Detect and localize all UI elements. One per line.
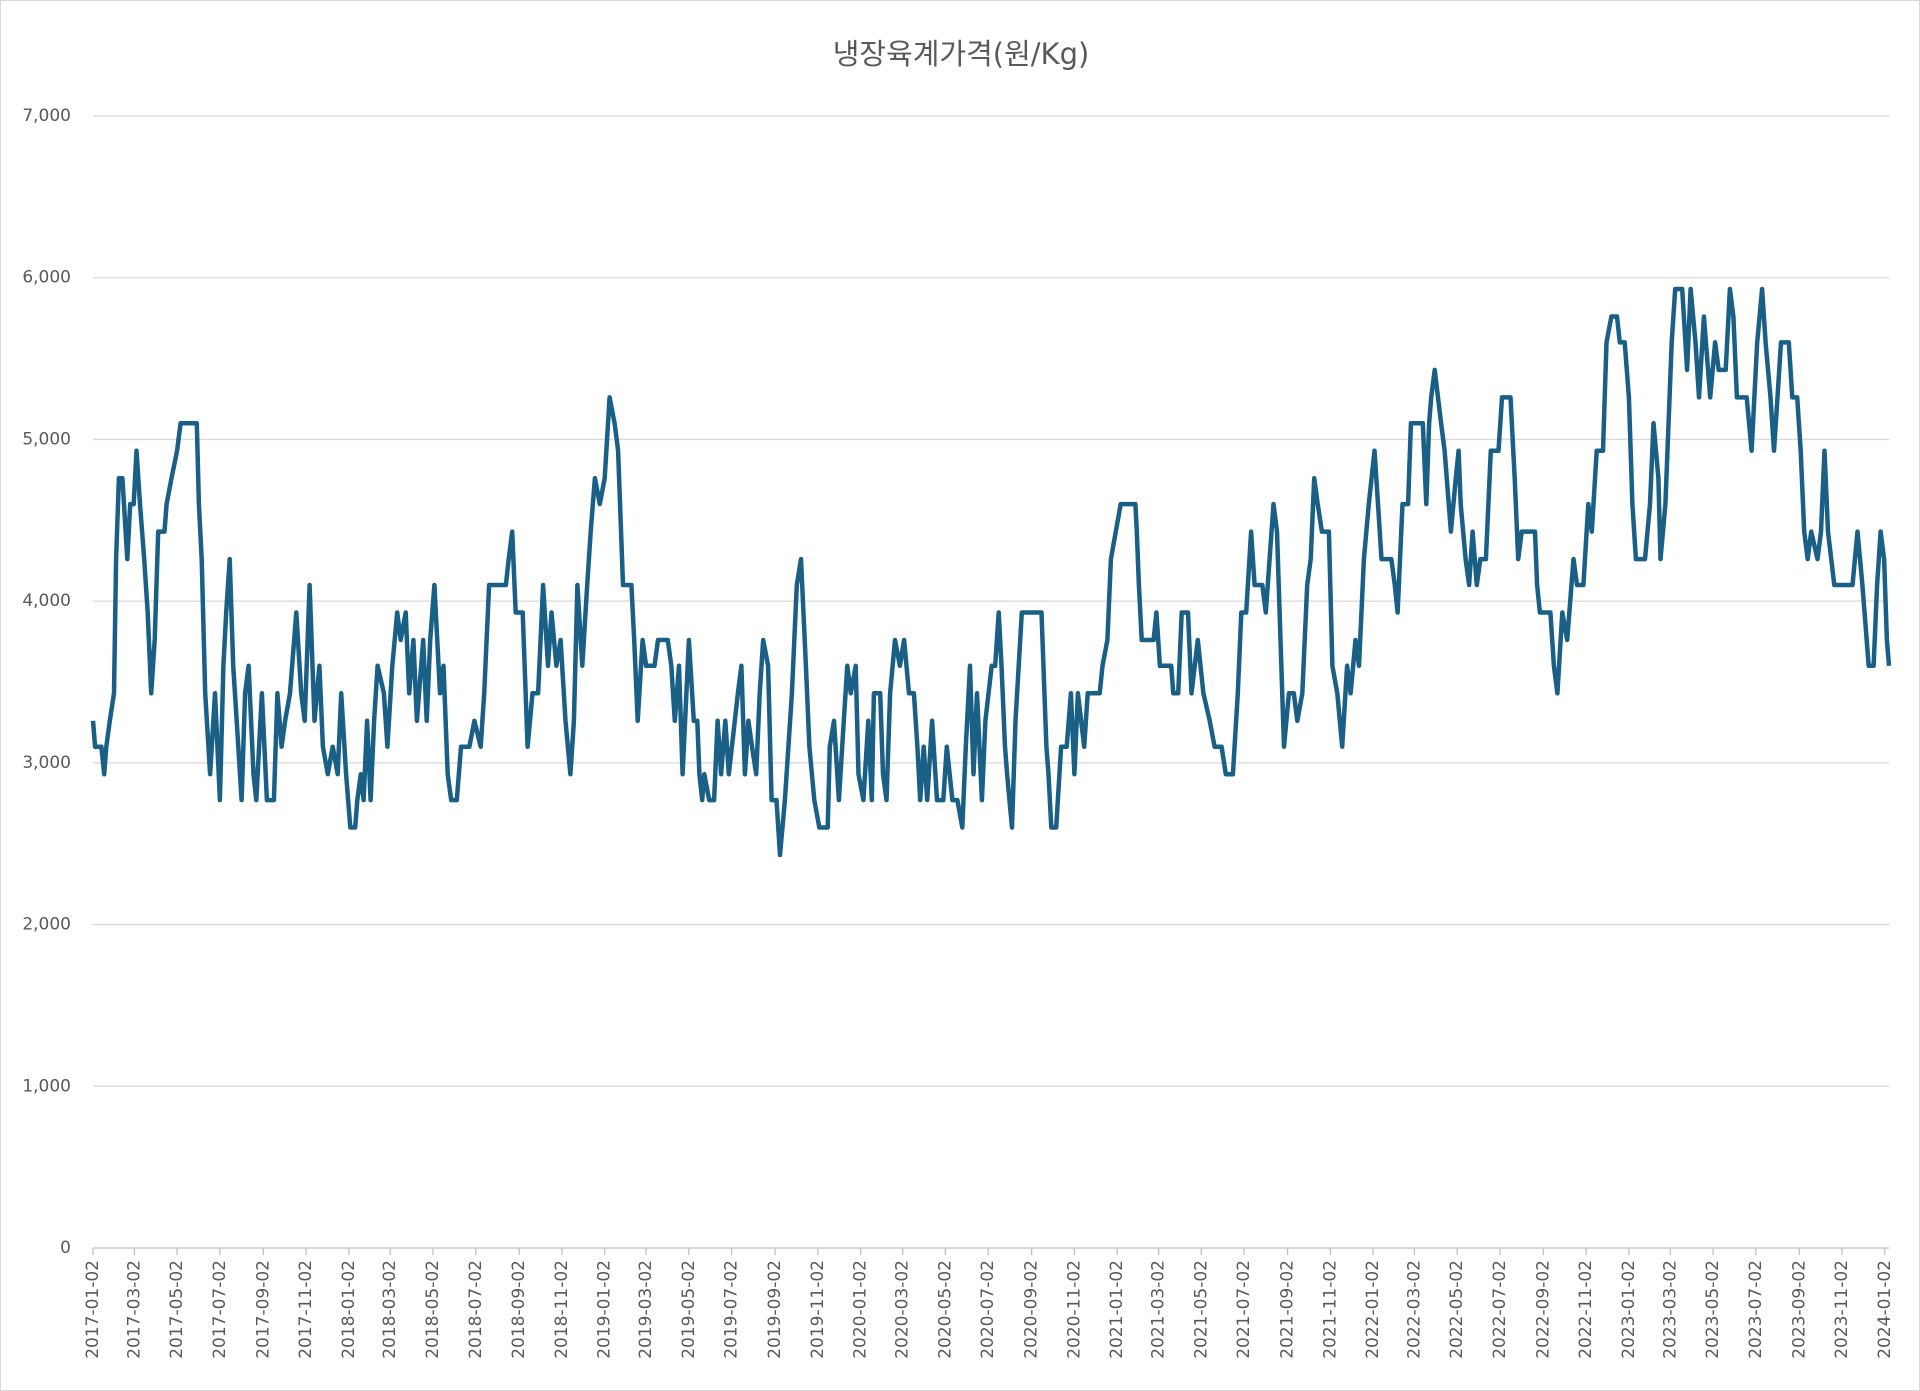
x-tick-label: 2022-11-02 bbox=[1576, 1260, 1596, 1359]
x-tick-label: 2020-03-02 bbox=[893, 1260, 913, 1359]
x-tick-label: 2020-09-02 bbox=[1022, 1260, 1042, 1359]
x-tick-label: 2019-07-02 bbox=[722, 1260, 742, 1359]
x-tick-label: 2022-07-02 bbox=[1490, 1260, 1510, 1359]
x-tick-label: 2023-09-02 bbox=[1789, 1260, 1809, 1359]
x-tick-label: 2023-07-02 bbox=[1746, 1260, 1766, 1359]
x-tick-label: 2017-11-02 bbox=[296, 1260, 316, 1359]
x-tick-label: 2017-03-02 bbox=[124, 1260, 144, 1359]
x-tick-label: 2018-03-02 bbox=[380, 1260, 400, 1359]
x-tick-label: 2018-09-02 bbox=[509, 1260, 529, 1359]
x-tick-label: 2021-05-02 bbox=[1191, 1260, 1211, 1359]
x-tick-label: 2022-01-02 bbox=[1363, 1260, 1383, 1359]
x-tick-label: 2021-09-02 bbox=[1278, 1260, 1298, 1359]
x-tick-label: 2020-07-02 bbox=[978, 1260, 998, 1359]
x-tick-label: 2018-11-02 bbox=[552, 1260, 572, 1359]
x-tick-label: 2021-03-02 bbox=[1149, 1260, 1169, 1359]
x-tick-label: 2022-03-02 bbox=[1404, 1260, 1424, 1359]
x-tick-label: 2021-01-02 bbox=[1107, 1260, 1127, 1359]
x-tick-label: 2018-01-02 bbox=[339, 1260, 359, 1359]
y-tick-label: 0 bbox=[60, 1238, 71, 1258]
x-tick-label: 2017-09-02 bbox=[253, 1260, 273, 1359]
x-tick-label: 2019-03-02 bbox=[636, 1260, 656, 1359]
x-tick-label: 2023-05-02 bbox=[1703, 1260, 1723, 1359]
x-tick-label: 2022-05-02 bbox=[1447, 1260, 1467, 1359]
x-tick-label: 2023-11-02 bbox=[1832, 1260, 1852, 1359]
x-tick-label: 2021-07-02 bbox=[1234, 1260, 1254, 1359]
x-tick-label: 2019-01-02 bbox=[595, 1260, 615, 1359]
x-tick-label: 2020-01-02 bbox=[851, 1260, 871, 1359]
y-tick-label: 1,000 bbox=[22, 1076, 71, 1096]
x-tick-label: 2021-11-02 bbox=[1320, 1260, 1340, 1359]
x-tick-label: 2019-05-02 bbox=[679, 1260, 699, 1359]
x-tick-label: 2018-05-02 bbox=[423, 1260, 443, 1359]
x-tick-label: 2019-09-02 bbox=[765, 1260, 785, 1359]
x-tick-label: 2024-01-02 bbox=[1875, 1260, 1895, 1359]
y-tick-label: 7,000 bbox=[22, 106, 71, 126]
price-line bbox=[90, 286, 1892, 858]
y-tick-label: 4,000 bbox=[22, 591, 71, 611]
x-tick-label: 2019-11-02 bbox=[808, 1260, 828, 1359]
y-tick-label: 2,000 bbox=[22, 915, 71, 935]
x-tick-label: 2017-05-02 bbox=[167, 1260, 187, 1359]
x-tick-label: 2020-05-02 bbox=[935, 1260, 955, 1359]
x-tick-label: 2017-01-02 bbox=[83, 1260, 103, 1359]
y-tick-label: 6,000 bbox=[22, 268, 71, 288]
y-tick-label: 5,000 bbox=[22, 429, 71, 449]
x-tick-label: 2023-03-02 bbox=[1660, 1260, 1680, 1359]
x-tick-label: 2020-11-02 bbox=[1064, 1260, 1084, 1359]
x-tick-label: 2023-01-02 bbox=[1619, 1260, 1639, 1359]
x-tick-label: 2018-07-02 bbox=[466, 1260, 486, 1359]
chart-title: 냉장육계가격(원/Kg) bbox=[833, 37, 1090, 71]
x-tick-label: 2017-07-02 bbox=[210, 1260, 230, 1359]
y-tick-label: 3,000 bbox=[22, 753, 71, 773]
x-tick-label: 2022-09-02 bbox=[1533, 1260, 1553, 1359]
